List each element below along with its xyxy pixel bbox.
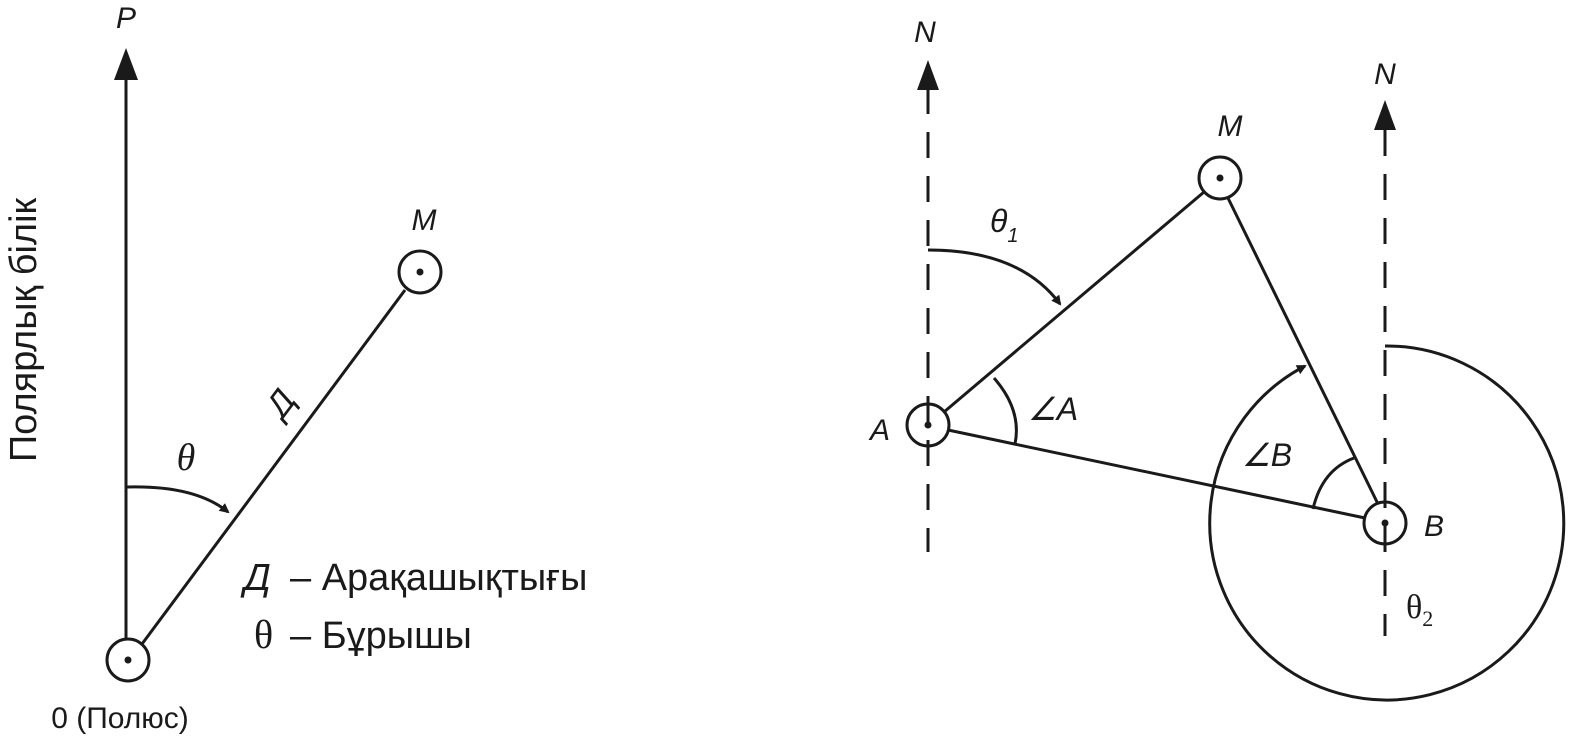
- point-m-dot: [416, 268, 424, 276]
- point-m: [397, 249, 443, 295]
- axis-end-label: P: [116, 2, 136, 35]
- distance-symbol: Д: [256, 382, 303, 427]
- theta-arc: [125, 485, 230, 514]
- polar-axis-label: Полярлық білік: [3, 197, 45, 462]
- left-diagram: P Полярлық білік M Д θ 0 (Полюс) Д – Ара…: [3, 2, 587, 735]
- line-ab: [947, 428, 1366, 520]
- point-m-right: [1197, 155, 1243, 201]
- point-m-right-dot: [1216, 174, 1224, 182]
- point-a-label: A: [868, 414, 890, 447]
- north-label-a: N: [914, 16, 936, 49]
- line-am: [943, 190, 1205, 414]
- point-a: [905, 402, 951, 448]
- north-arrow-a-icon: [917, 60, 939, 90]
- pole-dot: [124, 656, 132, 664]
- theta1-symbol: θ: [990, 203, 1008, 239]
- point-b-label: B: [1424, 510, 1444, 543]
- theta2-subscript: 2: [1422, 606, 1433, 631]
- north-arrow-b-icon: [1374, 100, 1396, 130]
- angle-b-arc: [1311, 456, 1355, 510]
- legend-text-angle: – Бұрышы: [290, 615, 472, 657]
- theta1-label: θ1: [990, 203, 1018, 247]
- legend-symbol-distance: Д: [240, 557, 271, 599]
- legend-text-distance: – Арақашықтығы: [290, 557, 587, 599]
- point-m-label: M: [412, 204, 437, 237]
- point-b-dot: [1381, 519, 1389, 527]
- angle-b-label: ∠B: [1242, 437, 1292, 473]
- theta2-symbol: θ: [1406, 589, 1422, 626]
- distance-line: [140, 289, 407, 645]
- north-label-b: N: [1374, 58, 1396, 91]
- line-mb: [1226, 197, 1380, 505]
- point-m-right-label: M: [1218, 110, 1243, 143]
- legend-symbol-angle: θ: [254, 612, 273, 657]
- point-a-dot: [924, 421, 932, 429]
- right-diagram: N N A M B θ1 ∠A ∠B θ2: [868, 16, 1566, 702]
- point-b: [1362, 500, 1408, 546]
- angle-a-arc: [992, 377, 1018, 445]
- legend: Д – Арақашықтығы θ – Бұрышы: [240, 557, 587, 657]
- pole-point: [105, 637, 151, 683]
- theta1-subscript: 1: [1007, 225, 1018, 247]
- theta1-arc: [927, 248, 1062, 306]
- pole-label: 0 (Полюс): [51, 702, 189, 735]
- theta-label: θ: [177, 437, 196, 479]
- theta2-arc: [1208, 344, 1566, 702]
- theta2-label: θ2: [1406, 589, 1433, 631]
- polar-axis-arrow-icon: [114, 48, 138, 80]
- angle-a-label: ∠A: [1028, 391, 1078, 427]
